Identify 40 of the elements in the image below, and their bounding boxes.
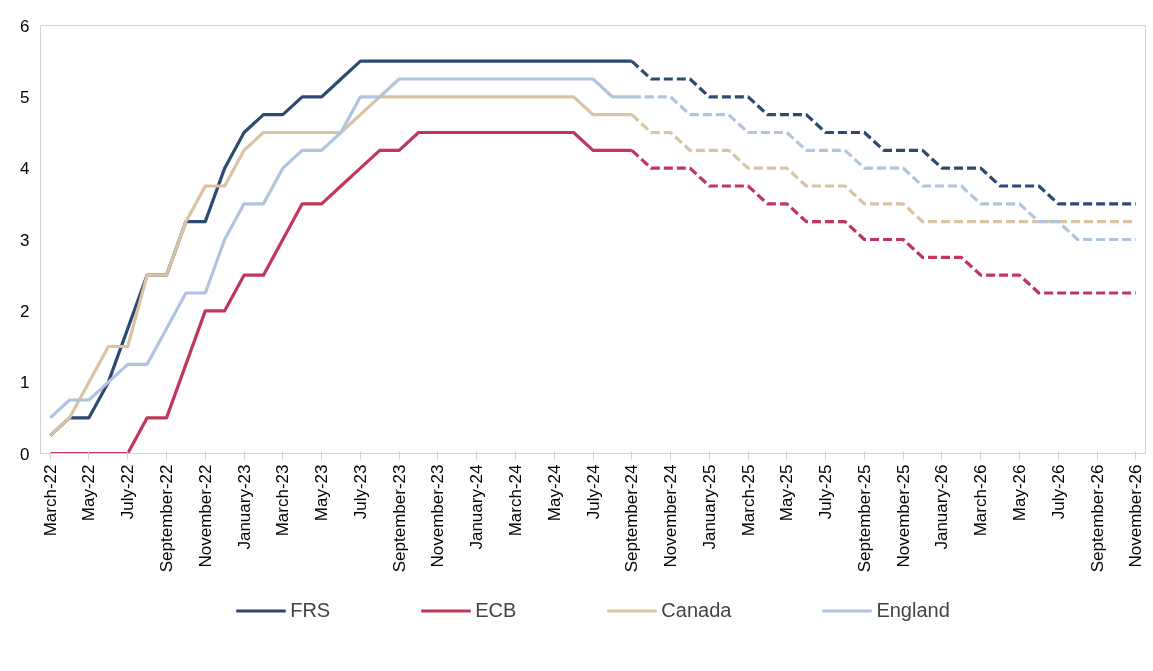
legend-label: Canada: [661, 598, 732, 622]
x-tick-label: January-25: [699, 464, 719, 550]
y-tick-label: 4: [20, 159, 30, 179]
x-tick-label: January-23: [234, 464, 254, 550]
x-tick-label: May-25: [777, 464, 797, 522]
x-tick-label: November-25: [893, 464, 913, 568]
x-tick-label: November-23: [428, 464, 448, 568]
x-tick-label: November-22: [195, 464, 215, 568]
x-tick-label: July-23: [350, 464, 370, 520]
x-tick-label: May-26: [1009, 464, 1029, 522]
x-tick-label: January-26: [932, 464, 952, 550]
x-tick-label: July-24: [583, 464, 603, 520]
x-tick-label: March-22: [40, 464, 60, 537]
x-tick-label: November-24: [661, 464, 681, 568]
x-tick-label: November-26: [1126, 464, 1146, 568]
x-tick-label: September-26: [1087, 464, 1107, 573]
x-tick-label: July-26: [1048, 464, 1068, 520]
legend-label: England: [876, 598, 950, 622]
y-tick-label: 2: [20, 301, 30, 321]
x-tick-label: July-25: [816, 464, 836, 520]
y-tick-label: 6: [20, 16, 30, 36]
x-tick-label: September-22: [157, 464, 177, 573]
x-tick-label: September-23: [389, 464, 409, 573]
x-tick-label: September-24: [622, 464, 642, 573]
y-tick-label: 1: [20, 373, 30, 393]
y-tick-label: 5: [20, 87, 30, 107]
x-tick-label: May-23: [312, 464, 332, 522]
x-tick-label: March-23: [273, 464, 293, 537]
x-tick-label: March-25: [738, 464, 758, 537]
y-tick-label: 0: [20, 444, 30, 464]
legend-label: FRS: [290, 598, 331, 622]
x-tick-label: May-22: [79, 464, 99, 522]
legend-label: ECB: [475, 598, 517, 622]
y-tick-label: 3: [20, 230, 30, 250]
x-tick-label: January-24: [467, 464, 487, 550]
x-tick-label: March-24: [505, 464, 525, 537]
x-tick-label: May-24: [544, 464, 564, 522]
x-tick-label: July-22: [118, 464, 138, 520]
x-tick-label: September-25: [854, 464, 874, 573]
x-tick-label: March-26: [971, 464, 991, 537]
